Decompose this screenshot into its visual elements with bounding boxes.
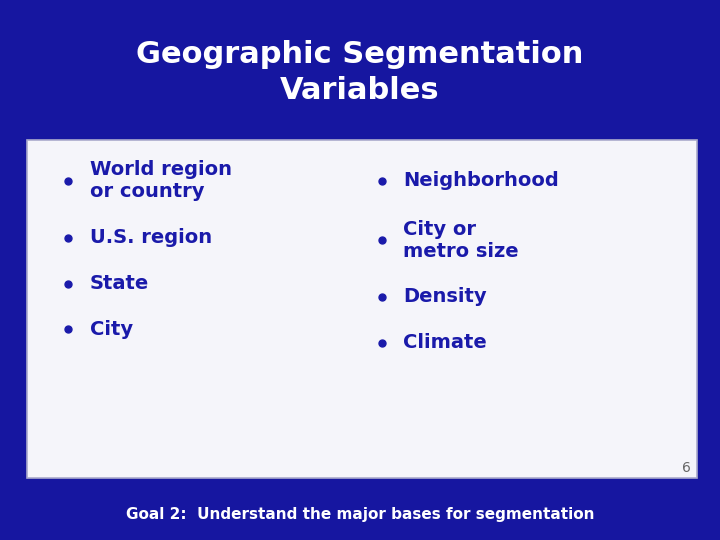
Text: Geographic Segmentation
Variables: Geographic Segmentation Variables xyxy=(136,40,584,105)
Text: U.S. region: U.S. region xyxy=(90,228,212,247)
Text: State: State xyxy=(90,274,149,293)
Text: Goal 2:  Understand the major bases for segmentation: Goal 2: Understand the major bases for s… xyxy=(126,507,594,522)
Text: Neighborhood: Neighborhood xyxy=(403,171,559,191)
Text: Density: Density xyxy=(403,287,487,307)
Text: City: City xyxy=(90,320,133,339)
Text: Climate: Climate xyxy=(403,333,487,353)
Text: World region
or country: World region or country xyxy=(90,160,232,201)
Text: City or
metro size: City or metro size xyxy=(403,220,519,261)
Text: 6: 6 xyxy=(683,461,691,475)
FancyBboxPatch shape xyxy=(27,140,697,478)
